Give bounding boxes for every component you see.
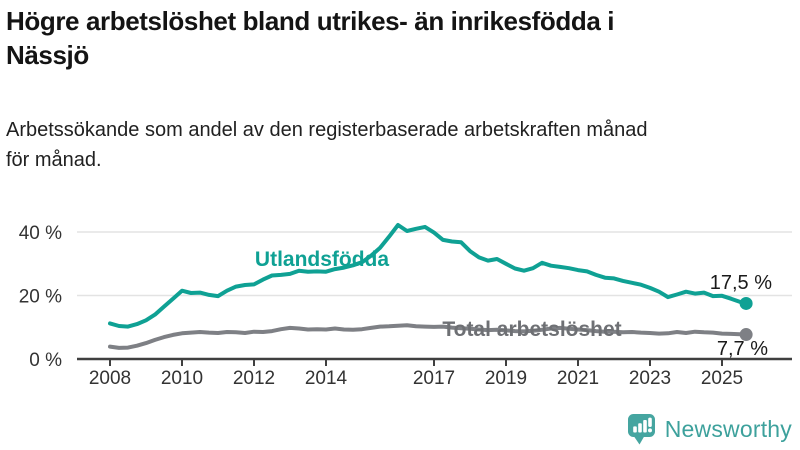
series-line-utlandsfodda [108,223,749,329]
newsworthy-bubble-chart-icon [627,413,657,446]
page-title: Högre arbetslöshet bland utrikes- än inr… [6,4,798,72]
series-end-dot-utlandsfodda [739,296,753,310]
title-line-2: Nässjö [6,40,89,70]
y-tick-label: 20 % [19,287,62,308]
end-value-label-total: 7,7 % [717,338,768,360]
x-tick-label: 2010 [161,368,203,389]
subtitle-line-2: för månad. [6,149,102,171]
x-tick-label: 2019 [485,368,527,389]
y-tick-label: 40 % [19,223,62,244]
x-tick-label: 2008 [89,368,131,389]
chart-subtitle: Arbetssökande som andel av den registerb… [6,115,786,175]
end-value-label-utlandsfodda: 17,5 % [710,272,772,294]
series-end-dot-total [739,328,753,342]
x-tick-label: 2014 [305,368,348,389]
series-line-total [108,323,749,350]
x-tick-label: 2021 [557,368,599,389]
x-tick-label: 2025 [701,368,743,389]
subtitle-line-1: Arbetssökande som andel av den registerb… [6,119,648,141]
newsworthy-wordmark: Newsworthy [664,416,792,442]
newsworthy-logo: Newsworthy [627,413,792,446]
series-label-total: Total arbetslöshet [442,318,621,341]
x-tick-label: 2012 [233,368,275,389]
y-tick-label: 0 % [29,350,62,371]
series-label-utlandsfodda: Utlandsfödda [255,248,389,271]
x-tick-label: 2023 [629,368,671,389]
title-line-1: Högre arbetslöshet bland utrikes- än inr… [6,6,615,36]
x-tick-label: 2017 [413,368,455,389]
